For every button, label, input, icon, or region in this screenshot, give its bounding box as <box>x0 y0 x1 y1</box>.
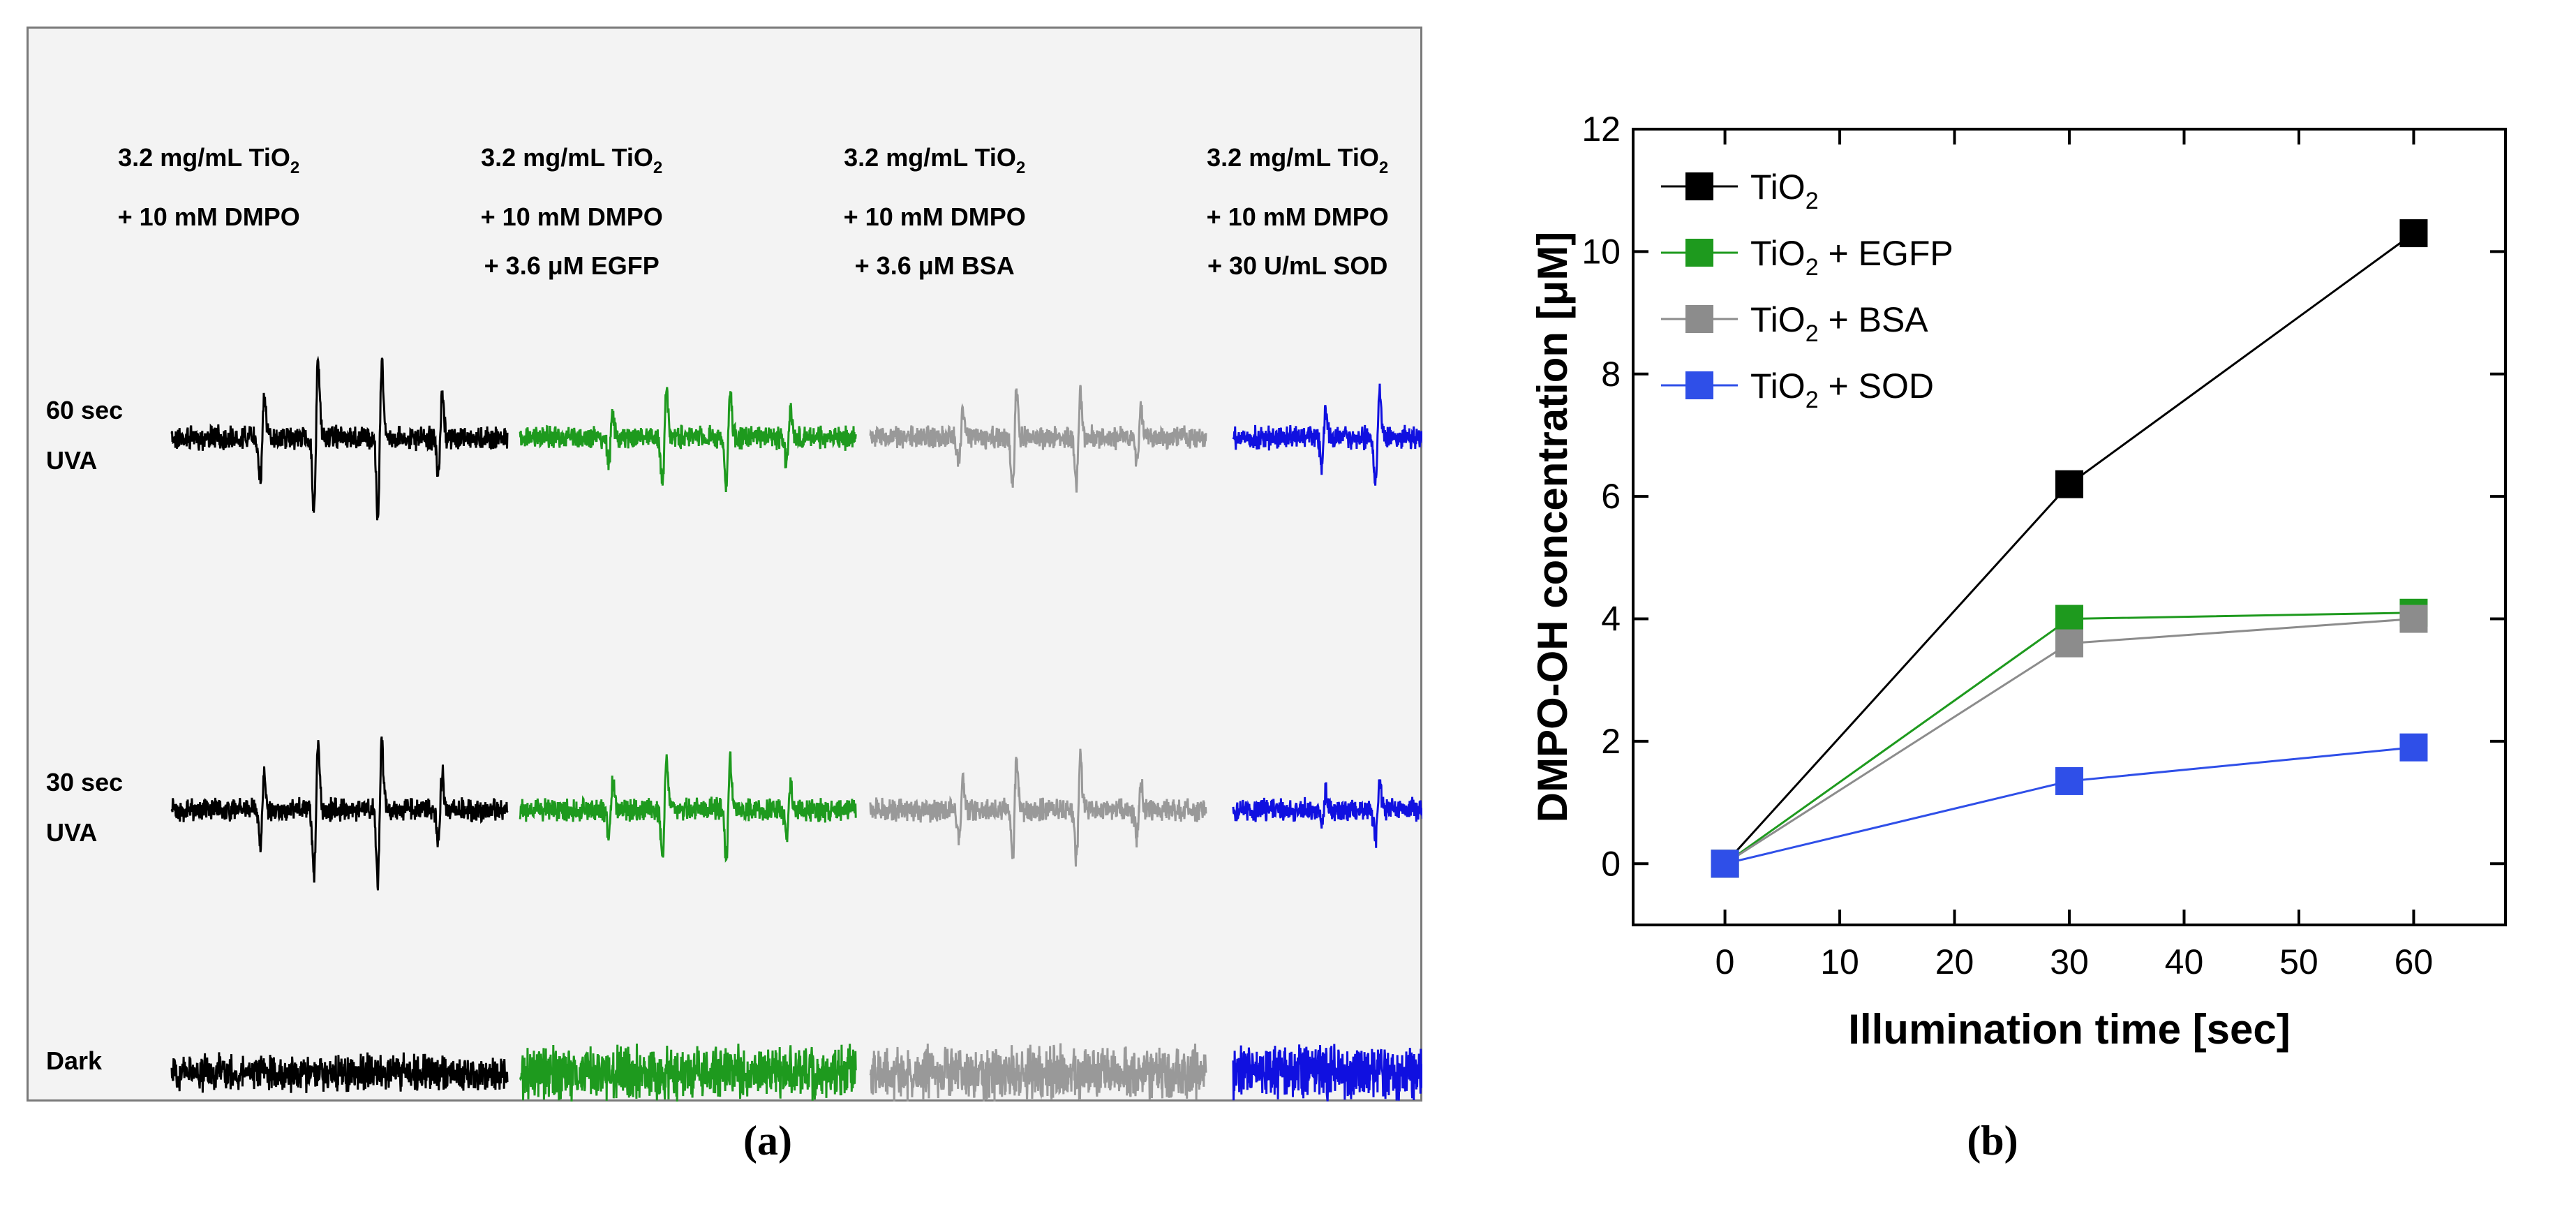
epr-spectrum-trace <box>519 751 857 863</box>
y-tick-label: 0 <box>1601 844 1621 883</box>
data-point-marker <box>2399 605 2428 633</box>
epr-spectrum-trace <box>519 1043 857 1102</box>
row-label: 30 sec <box>46 768 123 796</box>
panel-b-line-chart: 0 10 20 30 40 50 60 0 2 4 6 8 10 12 Illumination time … <box>1529 112 2507 1053</box>
row-label: 60 sec <box>46 396 123 424</box>
y-axis-label: DMPO-OH concentration [μM] <box>1529 232 1576 823</box>
epr-spectrum-trace <box>869 385 1207 493</box>
epr-spectrum-trace <box>1232 1044 1422 1102</box>
row-label: Dark <box>46 1046 103 1075</box>
legend-marker <box>1685 371 1713 399</box>
column-header-dmpo: + 10 mM DMPO <box>118 202 300 231</box>
data-point-marker <box>2399 733 2428 762</box>
row-label-uva: UVA <box>46 818 97 847</box>
x-tick-label: 50 <box>2279 942 2318 981</box>
epr-spectrum-trace <box>170 736 509 891</box>
panel-a-caption: (a) <box>743 1118 792 1164</box>
epr-spectrum-trace <box>1232 383 1422 486</box>
epr-spectrum-trace <box>1232 779 1422 848</box>
column-header-additive: + 3.6 μM BSA <box>855 251 1015 280</box>
data-point-marker <box>2055 470 2083 498</box>
legend-marker <box>1685 172 1713 200</box>
data-point-marker <box>2055 605 2083 633</box>
y-tick-label: 2 <box>1601 722 1621 761</box>
data-point-marker <box>1711 850 1739 878</box>
epr-spectrum-trace <box>519 387 857 492</box>
legend-label: TiO2 + SOD <box>1750 366 1934 413</box>
x-tick-label: 0 <box>1715 942 1735 981</box>
x-tick-label: 20 <box>1935 942 1974 981</box>
column-header-additive: + 3.6 μM EGFP <box>484 251 660 280</box>
column-header-concentration: 3.2 mg/mL TiO2 <box>844 143 1025 177</box>
column-header-dmpo: + 10 mM DMPO <box>1207 202 1389 231</box>
y-tick-label: 4 <box>1601 600 1621 639</box>
data-point-marker <box>2055 629 2083 658</box>
epr-spectrum-trace <box>170 355 509 521</box>
x-tick-label: 40 <box>2165 942 2204 981</box>
data-point-marker <box>2055 766 2083 795</box>
panel-a-epr-spectra: 3.2 mg/mL TiO2 + 10 mM DMPO 3.2 mg/mL TiO2… <box>46 143 1422 1102</box>
row-label-uva: UVA <box>46 446 97 475</box>
column-header-dmpo: + 10 mM DMPO <box>844 202 1026 231</box>
legend-marker <box>1685 239 1713 267</box>
epr-spectrum-trace <box>170 1052 509 1093</box>
x-axis-label: Illumination time [sec] <box>1848 1006 2290 1053</box>
legend-label: TiO2 + BSA <box>1750 300 1928 347</box>
column-header-concentration: 3.2 mg/mL TiO2 <box>1207 143 1388 177</box>
column-header-concentration: 3.2 mg/mL TiO2 <box>118 143 299 177</box>
y-tick-label: 6 <box>1601 477 1621 516</box>
x-tick-label: 60 <box>2395 942 2434 981</box>
series-line <box>1725 746 2414 865</box>
epr-spectrum-trace <box>869 1043 1207 1102</box>
column-header-additive: + 30 U/mL SOD <box>1207 251 1387 280</box>
panel-a-frame <box>27 27 1422 1102</box>
x-tick-label: 10 <box>1820 942 1859 981</box>
column-header-concentration: 3.2 mg/mL TiO2 <box>481 143 662 177</box>
data-point-marker <box>2399 219 2428 248</box>
legend-label: TiO2 + EGFP <box>1750 234 1953 281</box>
x-tick-label: 30 <box>2050 942 2089 981</box>
y-tick-label: 8 <box>1601 355 1621 394</box>
column-header-dmpo: + 10 mM DMPO <box>481 202 663 231</box>
panel-b-caption: (b) <box>1967 1118 2018 1164</box>
epr-spectrum-trace <box>869 748 1207 867</box>
legend-label: TiO2 <box>1750 168 1819 214</box>
y-tick-label: 10 <box>1581 232 1621 271</box>
legend-marker <box>1685 305 1713 333</box>
y-tick-label: 12 <box>1581 112 1621 149</box>
